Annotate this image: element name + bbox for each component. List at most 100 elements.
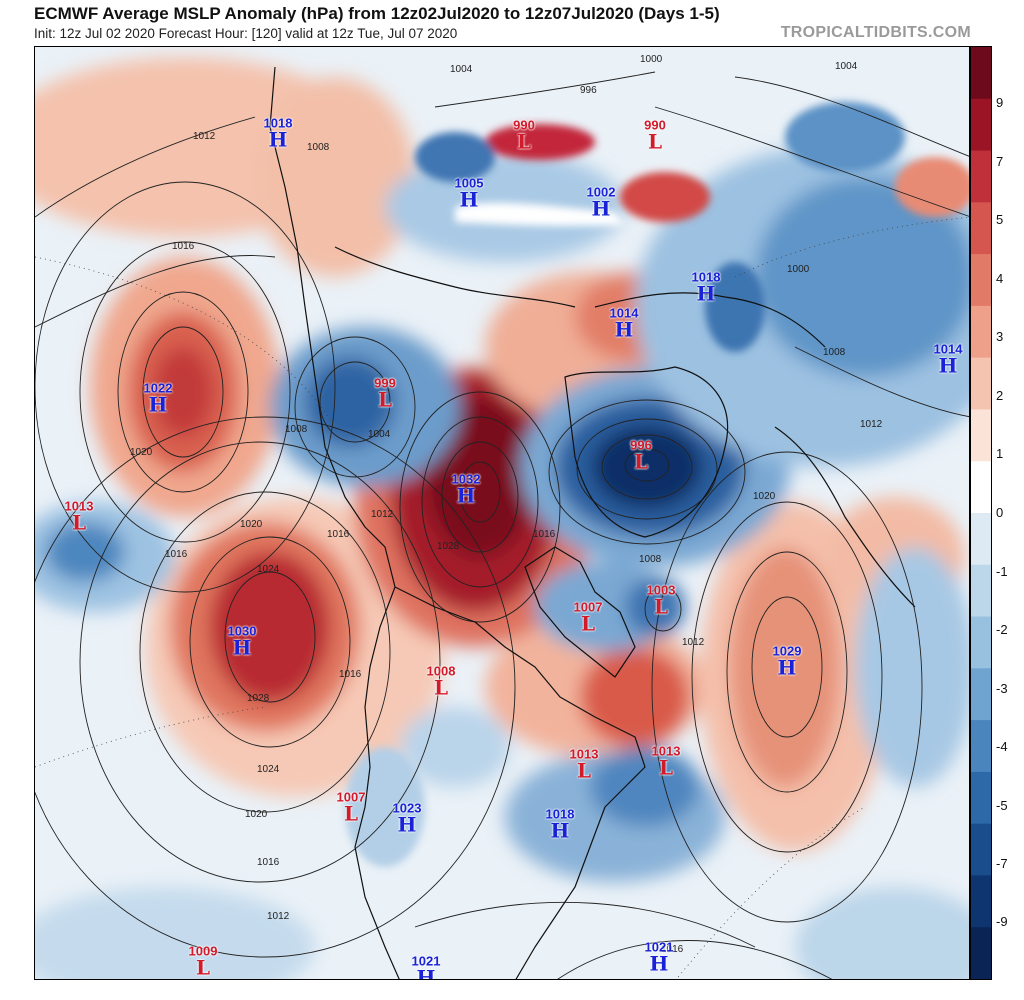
colorbar-tick: -7 xyxy=(996,856,1008,871)
isobar-label: 1008 xyxy=(639,554,662,565)
colorbar-band xyxy=(971,513,991,566)
isobar xyxy=(644,586,682,632)
low-pressure-center: 1013 L xyxy=(651,743,681,780)
isobar-label: 1012 xyxy=(371,509,394,520)
isobars xyxy=(35,71,969,979)
isobar-label: 1024 xyxy=(257,764,280,775)
isobar xyxy=(139,491,391,813)
brand-watermark: TROPICALTIDBITS.COM xyxy=(780,24,971,41)
isobar xyxy=(142,326,224,458)
isobar-label: 1020 xyxy=(240,519,263,530)
isobar xyxy=(654,106,969,217)
isobar xyxy=(79,241,291,543)
isobar-label: 1016 xyxy=(165,549,188,560)
isobar-label: 1020 xyxy=(753,491,776,502)
isobar xyxy=(421,416,539,588)
colorbar-band xyxy=(971,254,991,307)
anomaly-streak xyxy=(455,202,625,226)
anomaly-blob-negative xyxy=(590,747,700,827)
isobar xyxy=(35,116,256,218)
isobar-label: 1004 xyxy=(450,64,473,75)
colorbar-tick: 3 xyxy=(996,329,1004,344)
anomaly-blob-negative xyxy=(755,177,969,377)
isobar-label: 1008 xyxy=(307,142,330,153)
isobar xyxy=(726,551,848,793)
isobar xyxy=(794,346,969,418)
isobar-label: 1012 xyxy=(860,419,883,430)
anomaly-blob-negative xyxy=(625,577,685,637)
colorbar-band xyxy=(971,461,991,514)
anomaly-streak xyxy=(345,747,425,867)
low-pressure-center: 996 L xyxy=(630,437,652,474)
isobar-label: 1008 xyxy=(285,424,308,435)
colorbar-band xyxy=(971,771,991,825)
colorbar-band xyxy=(971,875,991,928)
colorbar-tick: 4 xyxy=(996,271,1004,286)
isobar-label: 1004 xyxy=(368,429,391,440)
colorbar-band xyxy=(971,357,991,410)
colorbar-band xyxy=(971,564,991,618)
isobar xyxy=(79,441,441,883)
low-pressure-center: 990 L xyxy=(644,117,666,154)
isobar xyxy=(734,76,969,157)
anomaly-streak xyxy=(895,157,969,217)
coastline-arctic xyxy=(594,292,826,348)
colorbar-tick: -5 xyxy=(996,798,1008,813)
high-pressure-center: 1023 H xyxy=(392,800,422,837)
colorbar-band xyxy=(971,720,991,773)
isobar-label: 1000 xyxy=(787,264,810,275)
colorbar xyxy=(970,46,992,980)
graticule-line xyxy=(734,216,969,278)
colorbar-tick: 0 xyxy=(996,505,1004,520)
colorbar-gradient xyxy=(971,47,991,979)
anomaly-map: 1004 1000 996 1008 1004 1012 1016 1020 1… xyxy=(34,46,970,980)
isobar xyxy=(294,336,416,478)
isobar xyxy=(548,399,746,545)
high-pressure-center: 1018 H xyxy=(545,806,575,843)
low-pressure-center: 1007 L xyxy=(573,599,603,636)
isobar xyxy=(601,434,693,500)
isobar-label: 1012 xyxy=(267,911,290,922)
anomaly-blob-positive xyxy=(255,77,415,277)
graticule xyxy=(35,216,969,979)
anomaly-streak xyxy=(485,124,595,160)
graticule-line xyxy=(676,806,866,979)
anomaly-blob-negative xyxy=(855,547,969,787)
isobar xyxy=(35,416,516,958)
isobar-label: 1008 xyxy=(823,347,846,358)
isobar xyxy=(651,451,923,923)
coastline-europe xyxy=(774,426,916,608)
colorbar-band xyxy=(971,668,991,721)
anomaly-blob-negative xyxy=(305,357,395,447)
anomaly-field: 1004 1000 996 1008 1004 1012 1016 1020 1… xyxy=(35,47,969,979)
graticule-line xyxy=(35,256,336,428)
isobar xyxy=(624,448,670,482)
anomaly-blob-negative xyxy=(45,522,125,582)
high-pressure-center: 1014 H xyxy=(933,341,963,378)
high-pressure-center: 1014 H xyxy=(609,305,639,342)
colorbar-tick: 5 xyxy=(996,212,1004,227)
anomaly-blob-negative xyxy=(592,425,702,509)
isobar xyxy=(557,940,833,979)
colorbar-band xyxy=(971,47,991,100)
anomaly-blob-positive xyxy=(580,647,690,747)
anomaly-streak xyxy=(620,172,710,222)
colorbar-band xyxy=(971,409,991,462)
colorbar-tick: 1 xyxy=(996,446,1004,461)
high-pressure-center: 1021 H xyxy=(411,953,441,980)
high-pressure-center: 1032 H xyxy=(451,471,481,508)
colorbar-tick: -3 xyxy=(996,681,1008,696)
colorbar-tick: -4 xyxy=(996,739,1008,754)
isobar-label: 1016 xyxy=(339,669,362,680)
anomaly-blob-positive xyxy=(153,347,213,437)
low-pressure-center: 990 L xyxy=(513,117,535,154)
colorbar-band xyxy=(971,305,991,359)
isobar xyxy=(434,71,656,108)
high-pressure-center: 1029 H xyxy=(772,643,802,680)
isobar-labels: 1004 1000 996 1008 1004 1012 1016 1020 1… xyxy=(130,54,883,955)
isobar-label: 996 xyxy=(580,85,597,96)
isobar-label: 1020 xyxy=(130,447,153,458)
isobar-label: 1020 xyxy=(245,809,268,820)
low-pressure-center: 1013 L xyxy=(569,746,599,783)
low-pressure-center: 999 L xyxy=(374,375,396,412)
